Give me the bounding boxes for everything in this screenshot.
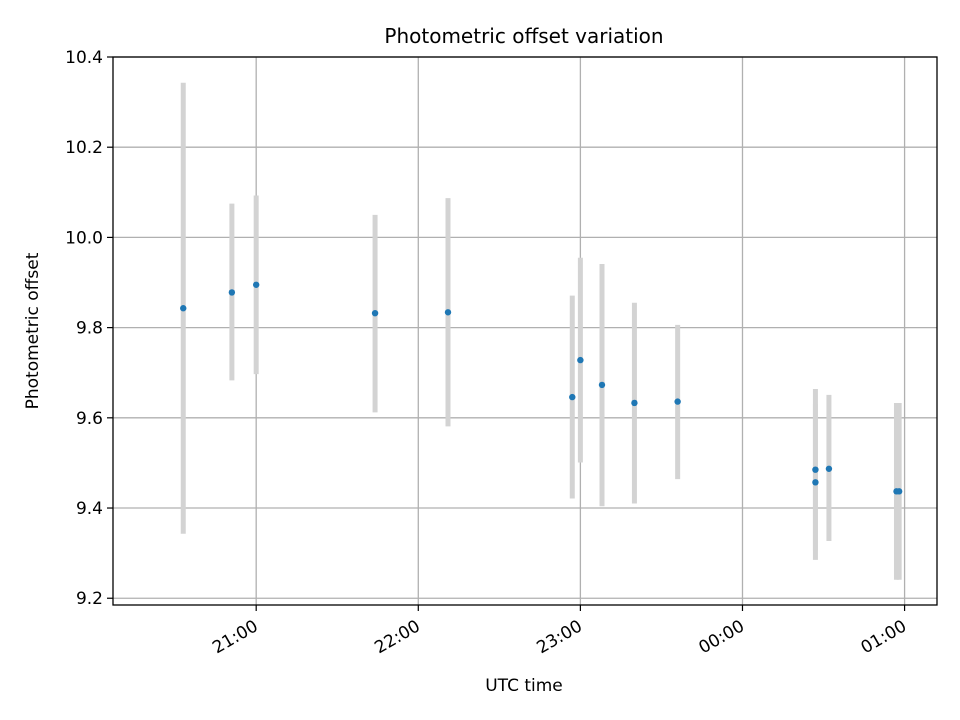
data-point — [598, 381, 606, 389]
data-point — [674, 398, 681, 405]
y-tick-label: 9.6 — [76, 409, 103, 429]
data-point — [180, 305, 187, 312]
y-tick-label: 9.8 — [76, 319, 103, 339]
chart-title: Photometric offset variation — [384, 24, 663, 48]
data-point — [895, 488, 903, 495]
x-axis-title: UTC time — [485, 676, 563, 696]
data-point — [812, 479, 819, 486]
data-point — [228, 289, 236, 296]
y-tick-label: 9.2 — [76, 589, 103, 609]
plot-frame — [112, 56, 938, 606]
y-axis-title: Photometric offset — [23, 252, 43, 409]
data-point — [812, 466, 819, 473]
y-tick-label: 10.2 — [65, 138, 103, 158]
data-point — [631, 399, 638, 407]
data-point — [825, 465, 833, 472]
data-points — [180, 281, 903, 495]
data-point — [444, 309, 452, 316]
data-point — [371, 309, 379, 317]
data-point — [577, 356, 584, 364]
y-tick-label: 10.0 — [65, 228, 103, 248]
y-tick-label: 10.4 — [65, 48, 103, 68]
data-point — [252, 281, 260, 288]
y-tick-label: 9.4 — [76, 499, 103, 519]
data-point — [569, 393, 576, 401]
